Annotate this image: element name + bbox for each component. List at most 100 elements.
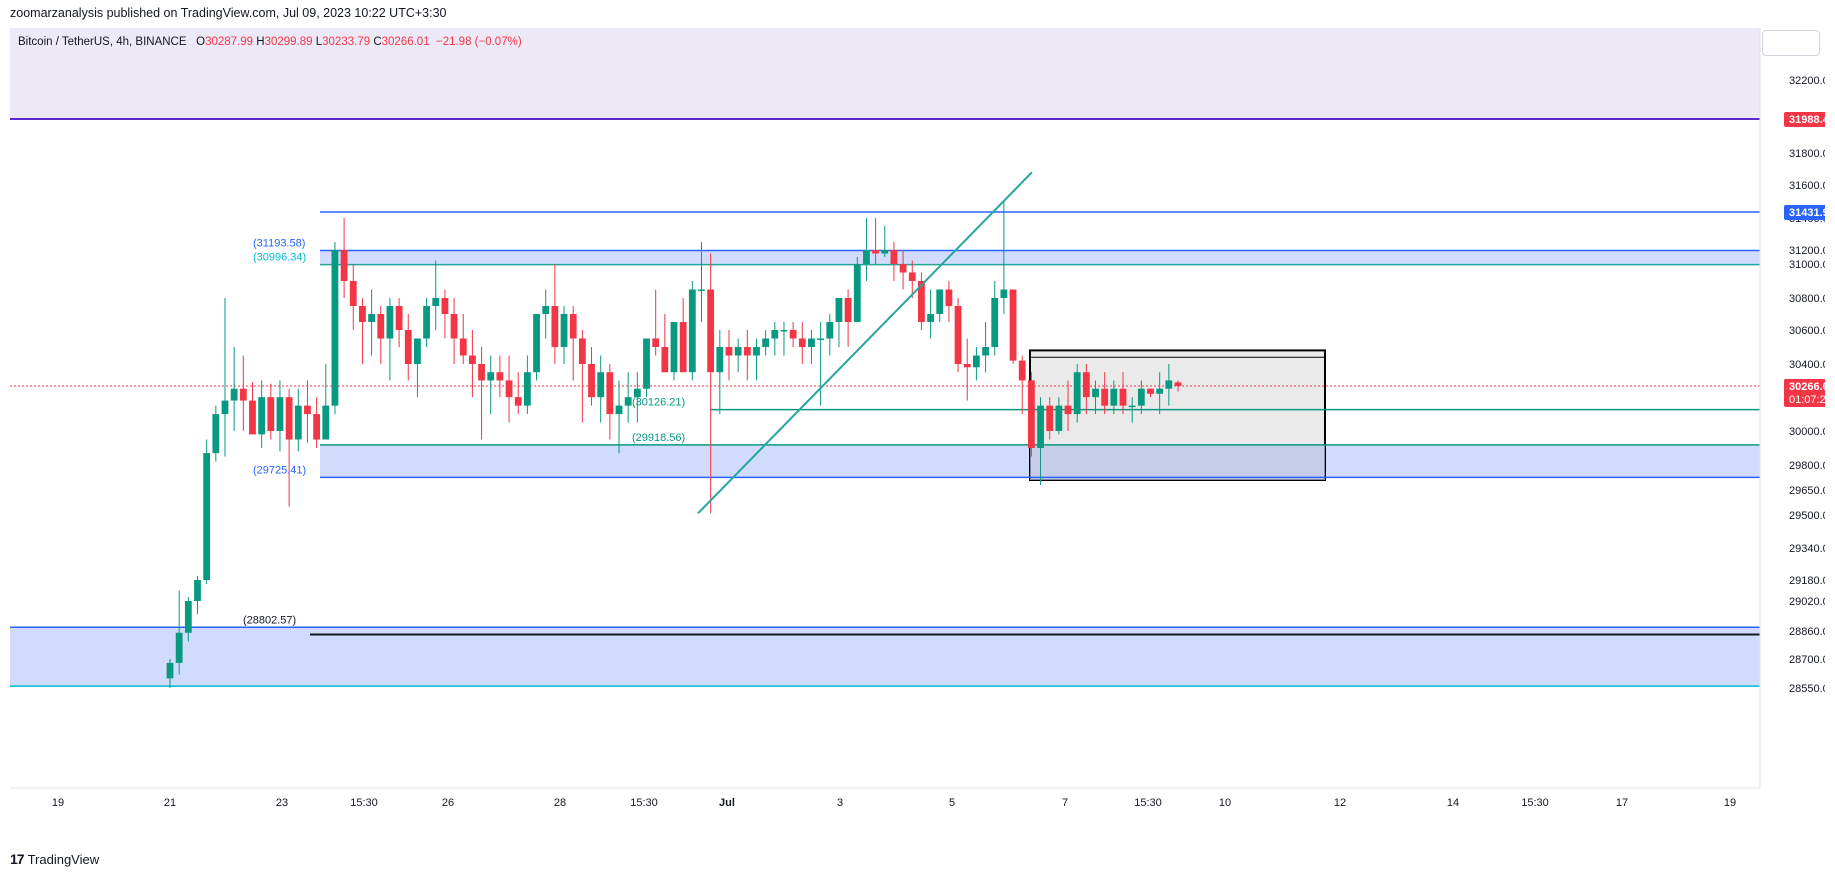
- candle-body: [725, 347, 733, 356]
- time-tick-label: 15:30: [1134, 797, 1162, 809]
- candle-body: [743, 347, 751, 356]
- candle-body: [184, 601, 192, 633]
- level-annotation: (28802.57): [243, 614, 296, 626]
- price-tick-label: 28550.00: [1789, 683, 1825, 695]
- candle-body: [1046, 405, 1054, 431]
- tradingview-brand-text: TradingView: [27, 851, 100, 867]
- candle-body: [798, 338, 806, 347]
- candle-body: [1156, 388, 1164, 394]
- candle-body: [1000, 289, 1008, 298]
- candle-body: [212, 414, 220, 454]
- candle-body: [221, 400, 229, 415]
- time-tick-label: Jul: [719, 797, 735, 809]
- time-tick-label: 19: [1724, 797, 1736, 809]
- price-tick-label: 29020.00: [1789, 596, 1825, 608]
- candle-body: [1092, 388, 1099, 398]
- candle-body: [359, 306, 366, 322]
- candle-body: [1128, 405, 1136, 408]
- candle-body: [853, 264, 861, 322]
- candle-body: [633, 388, 641, 398]
- candle-body: [698, 289, 705, 291]
- candle-body: [1055, 405, 1063, 431]
- candle-body: [414, 338, 421, 364]
- price-tick-label: 30400.00: [1789, 359, 1825, 371]
- candle-body: [194, 580, 201, 601]
- candle-body: [954, 306, 962, 364]
- price-tick-label: 29500.00: [1789, 510, 1825, 522]
- time-tick-label: 12: [1334, 797, 1346, 809]
- level-annotation: (29918.56): [632, 432, 685, 444]
- candle-body: [1082, 372, 1090, 398]
- price-tick-label: 29340.00: [1789, 543, 1825, 555]
- candle-body: [652, 338, 660, 347]
- candle-body: [936, 289, 944, 314]
- price-tick-label: 30000.00: [1789, 426, 1825, 438]
- candle-body: [927, 314, 934, 322]
- candle-body: [441, 298, 449, 314]
- candle-body: [670, 322, 678, 373]
- candle-body: [679, 322, 687, 373]
- candle-body: [294, 405, 302, 440]
- chart-settings-button[interactable]: [1762, 30, 1820, 56]
- price-label-bg: [1784, 379, 1825, 407]
- candle-body: [395, 306, 403, 330]
- candle-body: [624, 397, 632, 406]
- candle-body: [1110, 388, 1118, 406]
- candle-body: [377, 314, 385, 339]
- candle-body: [973, 355, 980, 368]
- price-tick-label: 28700.00: [1789, 654, 1825, 666]
- time-tick-label: 17: [1616, 797, 1628, 809]
- candle-body: [707, 289, 715, 373]
- time-tick-label: 23: [276, 797, 288, 809]
- candle-body: [661, 347, 669, 373]
- candle-body: [285, 397, 293, 440]
- candle-body: [1174, 382, 1182, 386]
- candle-body: [505, 380, 513, 398]
- bottom-zone: [10, 627, 1760, 687]
- level-annotation: (30126.21): [632, 397, 685, 409]
- time-tick-label: 19: [52, 797, 64, 809]
- candle-body: [542, 306, 550, 314]
- candle-body: [478, 364, 485, 381]
- chart-canvas[interactable]: (31193.58) (30996.34) (30126.21) (29918.56)…: [10, 28, 1825, 838]
- candle-body: [918, 281, 925, 322]
- price-tick-label: 31000.00: [1789, 259, 1825, 271]
- candle-body: [386, 306, 394, 339]
- candle-body: [258, 397, 266, 435]
- trendline: [697, 171, 1033, 515]
- candle-body: [578, 338, 586, 364]
- price-tick-label: 29800.00: [1789, 460, 1825, 472]
- legend-symbol: Bitcoin / TetherUS, 4h, BINANCE: [18, 36, 187, 48]
- candle-body: [1018, 360, 1026, 381]
- candle-body: [780, 330, 788, 332]
- candle-body: [514, 397, 522, 406]
- time-tick-label: 14: [1447, 797, 1459, 809]
- legend-open-value: 30287.99: [205, 36, 254, 48]
- tradingview-logo-icon: 17: [10, 851, 25, 867]
- candle-body: [349, 281, 357, 306]
- candle-body: [368, 314, 375, 322]
- candle-body: [533, 314, 540, 373]
- level-annotation: (31193.58): [253, 237, 305, 249]
- footer-brand: 17 TradingView: [10, 851, 99, 867]
- time-tick-label: 15:30: [350, 797, 378, 809]
- candle-body: [982, 347, 989, 356]
- top-price-band: [10, 28, 1760, 119]
- candle-body: [459, 338, 467, 356]
- legend-high-label: H: [256, 36, 265, 48]
- candle-body: [1147, 388, 1154, 394]
- price-tick-label: 29650.00: [1789, 485, 1825, 497]
- candle-body: [991, 298, 999, 347]
- price-tick-label: 30800.00: [1789, 293, 1825, 305]
- candle-body: [487, 372, 495, 381]
- candle-body: [734, 347, 742, 356]
- candle-body: [588, 364, 595, 398]
- candle-body: [1137, 388, 1145, 406]
- price-label: 30266.01: [1789, 381, 1825, 393]
- candle-body: [276, 397, 284, 431]
- candle-body: [1165, 380, 1173, 389]
- candle-body: [469, 355, 476, 364]
- price-label: 31988.48: [1789, 114, 1825, 126]
- candle-body: [615, 405, 623, 415]
- candle-body: [872, 250, 879, 254]
